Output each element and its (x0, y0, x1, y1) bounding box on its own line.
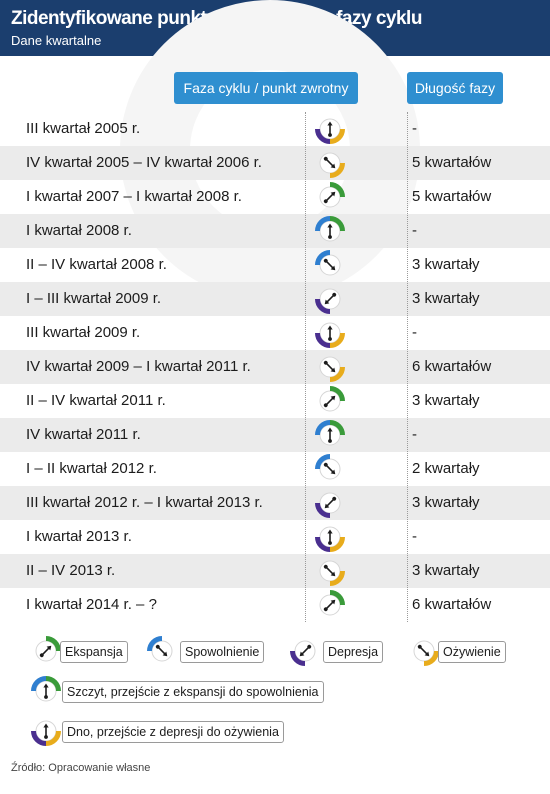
szczyt-icon (314, 215, 346, 247)
row-period: II – IV kwartał 2011 r. (26, 392, 166, 409)
table-row: IV kwartał 2011 r. - (0, 418, 550, 452)
ekspansja-icon (314, 589, 346, 621)
depresja-icon (314, 487, 346, 519)
ozywienie-icon (314, 555, 346, 587)
column-divider (305, 112, 306, 622)
legend-item-spowolnienie: Spowolnienie (146, 636, 276, 663)
row-length: 3 kwartały (412, 562, 480, 579)
ozywienie-icon (408, 635, 440, 667)
row-length: 6 kwartałów (412, 596, 492, 613)
ekspansja-icon (30, 635, 62, 667)
row-length: 5 kwartałów (412, 188, 492, 205)
row-period: III kwartał 2012 r. – I kwartał 2013 r. (26, 494, 263, 511)
legend-label-ozywienie: Ożywienie (438, 641, 506, 663)
legend-item-dno: Dno, przejście z depresji do ożywienia (30, 720, 300, 746)
legend-label-dno: Dno, przejście z depresji do ożywienia (62, 721, 284, 743)
dno-icon (314, 113, 346, 145)
row-period: II – IV 2013 r. (26, 562, 116, 579)
ekspansja-icon (314, 385, 346, 417)
table-row: I kwartał 2007 – I kwartał 2008 r. 5 kwar… (0, 180, 550, 214)
spowolnienie-icon (314, 249, 346, 281)
table-row: II – IV kwartał 2011 r. 3 kwartały (0, 384, 550, 418)
row-period: I kwartał 2007 – I kwartał 2008 r. (26, 188, 242, 205)
row-length: 3 kwartały (412, 494, 480, 511)
table-row: IV kwartał 2005 – IV kwartał 2006 r. 5 kw… (0, 146, 550, 180)
szczyt-icon (30, 675, 62, 707)
row-length: 2 kwartały (412, 460, 480, 477)
row-period: I kwartał 2014 r. – ? (26, 596, 157, 613)
table-row: II – IV kwartał 2008 r. 3 kwartały (0, 248, 550, 282)
szczyt-icon (314, 419, 346, 451)
row-length: 5 kwartałów (412, 154, 492, 171)
row-period: I – II kwartał 2012 r. (26, 460, 157, 477)
row-period: IV kwartał 2011 r. (26, 426, 141, 443)
table-row: I – III kwartał 2009 r. 3 kwartały (0, 282, 550, 316)
row-length: - (412, 426, 417, 443)
dno-icon (30, 715, 62, 747)
dno-icon (314, 521, 346, 553)
cycle-table: III kwartał 2005 r. - IV kwartał 2005 – IV… (0, 112, 550, 622)
legend-item-ozywienie: Ożywienie (408, 640, 516, 666)
row-period: I kwartał 2013 r. (26, 528, 132, 545)
table-row: III kwartał 2012 r. – I kwartał 2013 r. 3… (0, 486, 550, 520)
depresja-icon (314, 283, 346, 315)
table-row: I – II kwartał 2012 r. 2 kwartały (0, 452, 550, 486)
row-length: - (412, 222, 417, 239)
ozywienie-icon (314, 147, 346, 179)
table-row: I kwartał 2014 r. – ? 6 kwartałów (0, 588, 550, 622)
legend-item-depresja: Depresja (289, 640, 389, 666)
row-length: - (412, 324, 417, 341)
column-divider (407, 112, 408, 622)
row-period: I – III kwartał 2009 r. (26, 290, 162, 307)
dno-icon (314, 317, 346, 349)
table-row: III kwartał 2005 r. - (0, 112, 550, 146)
table-row: I kwartał 2008 r. - (0, 214, 550, 248)
row-length: 3 kwartały (412, 256, 480, 273)
ozywienie-icon (314, 351, 346, 383)
legend-label-szczyt: Szczyt, przejście z ekspansji do spowoln… (62, 681, 324, 703)
row-length: 3 kwartały (412, 290, 480, 307)
spowolnienie-icon (146, 635, 178, 667)
row-length: - (412, 120, 417, 137)
table-row: I kwartał 2013 r. - (0, 520, 550, 554)
legend-label-ekspansja: Ekspansja (60, 641, 128, 663)
legend-item-ekspansja: Ekspansja (30, 636, 130, 663)
table-row: III kwartał 2009 r. - (0, 316, 550, 350)
depresja-icon (289, 635, 321, 667)
page-subtitle: Dane kwartalne (11, 33, 102, 48)
row-length: - (412, 528, 417, 545)
legend-label-spowolnienie: Spowolnienie (180, 641, 265, 663)
legend-label-depresja: Depresja (323, 641, 384, 663)
legend-item-szczyt: Szczyt, przejście z ekspansji do spowoln… (30, 676, 340, 703)
table-row: IV kwartał 2009 – I kwartał 2011 r. 6 kwa… (0, 350, 550, 384)
row-length: 6 kwartałów (412, 358, 492, 375)
row-period: III kwartał 2009 r. (26, 324, 141, 341)
row-length: 3 kwartały (412, 392, 480, 409)
row-period: I kwartał 2008 r. (26, 222, 132, 239)
ekspansja-icon (314, 181, 346, 213)
table-row: II – IV 2013 r. 3 kwartały (0, 554, 550, 588)
spowolnienie-icon (314, 453, 346, 485)
source-note: Źródło: Opracowanie własne (11, 762, 151, 774)
row-period: III kwartał 2005 r. (26, 120, 141, 137)
column-header-length: Długość fazy (407, 72, 503, 104)
row-period: II – IV kwartał 2008 r. (26, 256, 167, 273)
row-period: IV kwartał 2005 – IV kwartał 2006 r. (26, 154, 262, 171)
column-header-phase: Faza cyklu / punkt zwrotny (174, 72, 358, 104)
row-period: IV kwartał 2009 – I kwartał 2011 r. (26, 358, 251, 375)
